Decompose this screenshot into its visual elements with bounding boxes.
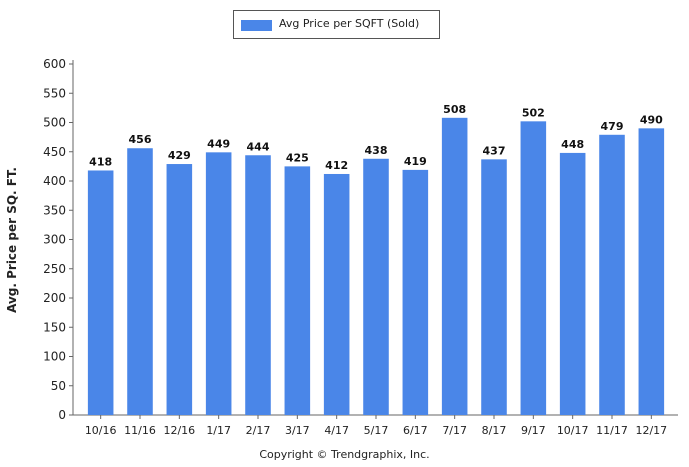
- x-tick-label: 9/17: [521, 424, 546, 437]
- x-tick-label: 3/17: [285, 424, 310, 437]
- x-tick-label: 12/16: [163, 424, 195, 437]
- data-label: 444: [247, 140, 270, 153]
- data-label: 456: [129, 133, 152, 146]
- data-label: 425: [286, 151, 309, 164]
- data-label: 449: [207, 137, 230, 150]
- bar: [599, 134, 625, 415]
- bar: [402, 169, 429, 415]
- bar: [284, 166, 311, 415]
- bar: [638, 128, 665, 415]
- y-tick-label: 100: [43, 350, 66, 364]
- bar: [205, 152, 232, 415]
- y-tick-label: 550: [43, 86, 66, 100]
- y-tick-label: 600: [43, 57, 66, 71]
- legend-label: Avg Price per SQFT (Sold): [279, 17, 420, 30]
- bar: [127, 148, 153, 416]
- chart-labels: 418 10/16 456 11/16 429 12/16 449 1/17 444 2/17 42…: [85, 103, 667, 437]
- x-tick-label: 8/17: [482, 424, 507, 437]
- x-tick-label: 5/17: [364, 424, 389, 437]
- bar: [166, 164, 193, 415]
- chart-legend: Avg Price per SQFT (Sold): [233, 10, 440, 39]
- y-tick-label: 200: [43, 291, 66, 305]
- y-tick-label: 250: [43, 262, 66, 276]
- bar: [481, 159, 507, 415]
- x-tick-label: 2/17: [246, 424, 271, 437]
- bar: [363, 158, 389, 415]
- data-label: 437: [483, 144, 506, 157]
- bar: [245, 155, 271, 415]
- chart-axes: 0 50 100 150 200 250 300 350 400 450 500 550 600: [43, 57, 678, 422]
- chart-bars: [87, 117, 665, 416]
- y-tick-label: 500: [43, 116, 66, 130]
- x-tick-label: 1/17: [206, 424, 231, 437]
- bar: [87, 170, 114, 415]
- bar: [559, 152, 586, 416]
- x-tick-label: 11/16: [124, 424, 156, 437]
- y-tick-label: 50: [51, 379, 66, 393]
- legend-swatch: [241, 20, 272, 31]
- data-label: 508: [443, 103, 466, 116]
- bar: [323, 173, 350, 415]
- data-label: 412: [325, 159, 348, 172]
- data-label: 479: [601, 120, 624, 133]
- y-tick-label: 350: [43, 203, 66, 217]
- x-tick-label: 4/17: [324, 424, 349, 437]
- y-axis-title-text: Avg. Price per SQ. FT.: [5, 167, 19, 313]
- data-label: 418: [89, 155, 112, 168]
- y-tick-label: 150: [43, 320, 66, 334]
- data-label: 419: [404, 155, 427, 168]
- x-tick-label: 7/17: [442, 424, 467, 437]
- x-tick-label: 11/17: [596, 424, 628, 437]
- y-axis-title: Avg. Price per SQ. FT.: [0, 0, 24, 467]
- y-tick-label: 300: [43, 233, 66, 247]
- x-tick-label: 10/17: [557, 424, 589, 437]
- data-label: 490: [640, 113, 663, 126]
- data-label: 438: [365, 144, 388, 157]
- copyright-text: Copyright © Trendgraphix, Inc.: [259, 448, 430, 461]
- bar: [441, 117, 468, 415]
- data-label: 448: [561, 138, 584, 151]
- x-tick-label: 12/17: [635, 424, 667, 437]
- x-tick-label: 10/16: [85, 424, 117, 437]
- y-tick-label: 400: [43, 174, 66, 188]
- y-tick-label: 450: [43, 145, 66, 159]
- data-label: 502: [522, 106, 545, 119]
- data-label: 429: [168, 149, 191, 162]
- bar: [520, 121, 547, 415]
- x-tick-label: 6/17: [403, 424, 428, 437]
- y-tick-label: 0: [58, 408, 66, 422]
